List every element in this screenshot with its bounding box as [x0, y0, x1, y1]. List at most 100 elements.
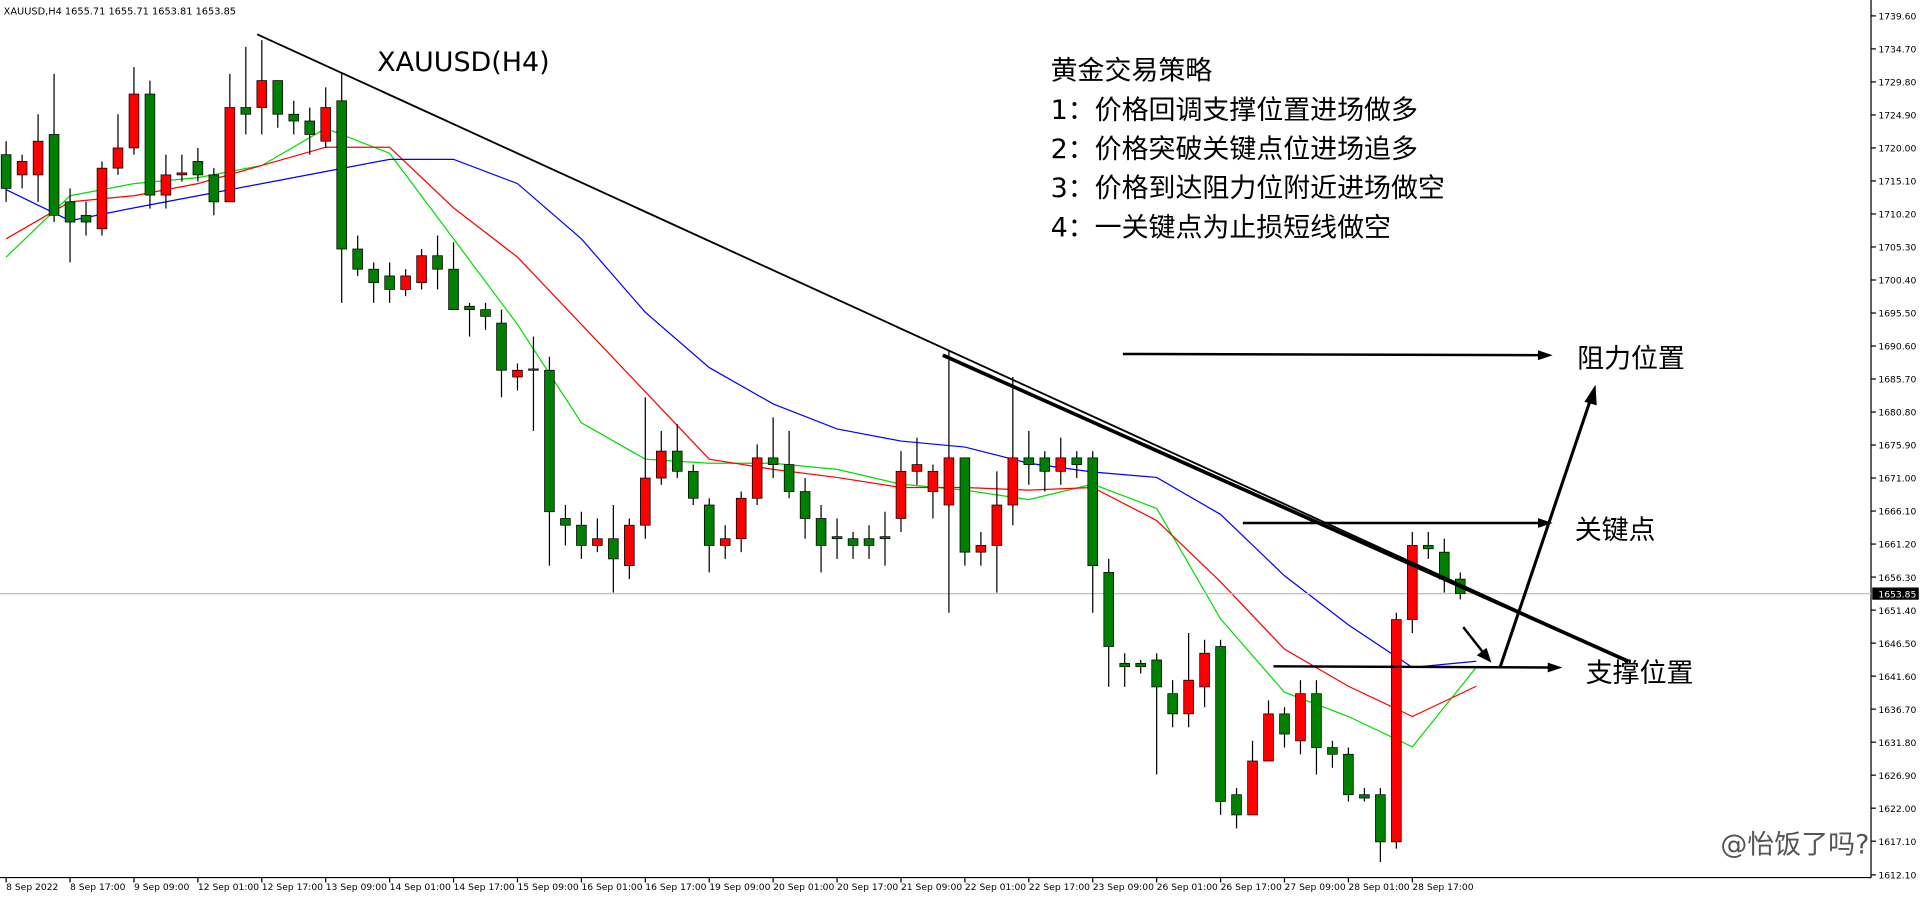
candle-body [847, 538, 859, 546]
candle-body [608, 538, 619, 560]
candle-body [176, 172, 188, 176]
candle-body [895, 470, 907, 519]
x-tick-label: 23 Sep 09:00 [1093, 882, 1154, 893]
moving-average [5, 127, 1477, 748]
candle-body [528, 368, 539, 371]
candle-body [624, 524, 635, 567]
resistance-line [1122, 352, 1541, 357]
candle-body [1295, 693, 1306, 742]
candle-body [640, 477, 651, 526]
y-tick-label: 1685.70 [1878, 375, 1916, 386]
candle-body [496, 322, 507, 371]
candle-body [1039, 457, 1051, 472]
x-tick-label: 22 Sep 01:00 [965, 882, 1026, 893]
x-tick-label: 8 Sep 2022 [6, 882, 58, 893]
x-tick-label: 12 Sep 17:00 [262, 882, 323, 893]
y-tick-label: 1675.90 [1878, 441, 1916, 452]
candle-body [1359, 794, 1370, 799]
candle-body [32, 140, 44, 176]
candle-body [80, 214, 92, 223]
y-tick-label: 1646.50 [1878, 639, 1916, 650]
candle-body [1247, 760, 1258, 816]
x-tick-label: 13 Sep 09:00 [326, 882, 387, 893]
candle-body [448, 268, 459, 310]
y-tick-label: 1729.80 [1878, 78, 1916, 89]
candle-body [400, 275, 411, 290]
candle-body [1103, 572, 1114, 647]
arrow-head [1547, 662, 1563, 673]
candle-body [879, 536, 891, 540]
candle-body [991, 504, 1003, 546]
candle-body [671, 450, 683, 472]
current-price-box [1872, 587, 1919, 600]
annotation: 阻力位置 [1577, 343, 1685, 374]
candle-body [1263, 713, 1274, 762]
arrow-head [1584, 384, 1597, 406]
x-tick-label: 26 Sep 17:00 [1221, 882, 1282, 893]
candle-body [815, 518, 827, 546]
candle-body [304, 120, 315, 135]
candle-body [208, 174, 220, 203]
x-tick-label: 28 Sep 17:00 [1412, 882, 1473, 893]
candle-body [544, 369, 555, 513]
x-tick-label: 12 Sep 01:00 [198, 882, 259, 893]
candle-body [16, 161, 28, 176]
candle-body [96, 167, 108, 230]
candle-body [48, 134, 60, 216]
x-tick-label: 14 Sep 01:00 [390, 882, 451, 893]
candle-body [0, 154, 12, 189]
candle-body [112, 147, 124, 169]
y-tick-label: 1612.10 [1878, 871, 1916, 882]
trendline [942, 353, 1630, 664]
strategy-line: 3：价格到达阻力位附近进场做空 [1051, 173, 1445, 204]
header: XAUUSD,H4 1655.71 1655.71 1653.81 1653.8… [4, 7, 236, 18]
candle-body [735, 497, 747, 540]
x-tick-label: 26 Sep 01:00 [1157, 882, 1218, 893]
candle-body [863, 538, 875, 546]
candle-body [1215, 646, 1226, 802]
annotation: 支撑位置 [1586, 658, 1694, 689]
candle-body [799, 491, 811, 519]
x-tick-label: 15 Sep 09:00 [517, 882, 578, 893]
moving-average [5, 158, 1477, 669]
candle-body [1231, 794, 1242, 816]
candle-body [943, 457, 955, 506]
candle-body [1151, 659, 1162, 688]
x-tick-label: 16 Sep 17:00 [645, 882, 706, 893]
candle-body [1423, 545, 1434, 550]
candle-body [224, 107, 236, 203]
y-tick-label: 1651.40 [1878, 606, 1916, 617]
candle-body [464, 305, 475, 310]
x-tick-label: 20 Sep 17:00 [837, 882, 898, 893]
candle-body [656, 450, 667, 479]
candle-body [975, 545, 987, 553]
candle-body [927, 470, 939, 492]
y-tick-label: 1661.20 [1878, 540, 1916, 551]
candle-body [128, 93, 140, 149]
candle-body [416, 255, 427, 284]
strategy-line: 4：一关键点为止损短线做空 [1051, 212, 1391, 243]
y-tick-label: 1617.10 [1878, 837, 1916, 848]
candle-body [160, 174, 172, 196]
current-price-label: 1653.85 [1878, 589, 1916, 600]
x-tick-label: 8 Sep 17:00 [70, 882, 126, 893]
candle-body [687, 470, 699, 499]
y-tick-label: 1734.70 [1878, 45, 1916, 56]
candle-body [512, 369, 523, 378]
candle-body [1055, 457, 1067, 472]
candle-body [1167, 693, 1178, 715]
arrow-head [1537, 518, 1553, 528]
candle-body [1343, 753, 1354, 796]
support-line [1273, 665, 1551, 669]
candle-body [783, 464, 795, 492]
candle-body [1199, 652, 1210, 688]
candle-body [288, 113, 300, 122]
candle-body [1135, 662, 1146, 668]
annotation: 关键点 [1575, 515, 1656, 546]
candle-body [767, 457, 779, 465]
candle-body [144, 93, 156, 196]
candle-body [1279, 713, 1290, 735]
candle-body [1183, 679, 1194, 715]
watermark: @怡饭了吗? [1720, 830, 1869, 861]
